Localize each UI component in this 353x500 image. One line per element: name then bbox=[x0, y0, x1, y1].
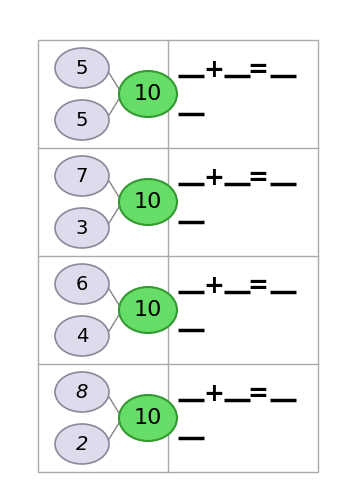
Ellipse shape bbox=[55, 100, 109, 140]
Ellipse shape bbox=[55, 316, 109, 356]
Text: +: + bbox=[204, 166, 225, 190]
Ellipse shape bbox=[55, 208, 109, 248]
Text: 3: 3 bbox=[76, 218, 88, 238]
Text: =: = bbox=[247, 58, 268, 82]
Text: =: = bbox=[247, 274, 268, 298]
Ellipse shape bbox=[55, 264, 109, 304]
Text: 10: 10 bbox=[134, 84, 162, 104]
Text: 2: 2 bbox=[76, 434, 88, 454]
Text: +: + bbox=[204, 58, 225, 82]
Ellipse shape bbox=[55, 156, 109, 196]
Text: 5: 5 bbox=[76, 58, 88, 78]
Text: 10: 10 bbox=[134, 300, 162, 320]
Text: 4: 4 bbox=[76, 326, 88, 345]
Ellipse shape bbox=[119, 287, 177, 333]
Ellipse shape bbox=[119, 71, 177, 117]
Text: =: = bbox=[247, 382, 268, 406]
Bar bbox=[38, 40, 318, 472]
Ellipse shape bbox=[119, 395, 177, 441]
Text: =: = bbox=[247, 166, 268, 190]
Ellipse shape bbox=[55, 48, 109, 88]
Ellipse shape bbox=[119, 179, 177, 225]
Text: 7: 7 bbox=[76, 166, 88, 186]
Ellipse shape bbox=[55, 372, 109, 412]
Ellipse shape bbox=[55, 424, 109, 464]
Text: 10: 10 bbox=[134, 408, 162, 428]
Text: 5: 5 bbox=[76, 110, 88, 130]
Text: +: + bbox=[204, 274, 225, 298]
Text: +: + bbox=[204, 382, 225, 406]
Text: 8: 8 bbox=[76, 382, 88, 402]
Text: 6: 6 bbox=[76, 274, 88, 293]
Text: 10: 10 bbox=[134, 192, 162, 212]
